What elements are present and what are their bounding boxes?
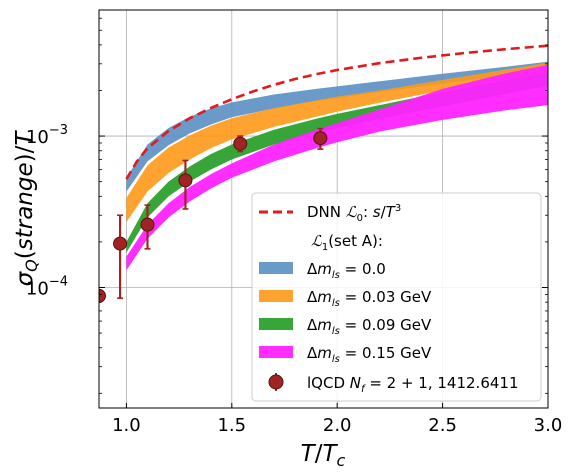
band-3: [126, 64, 548, 271]
lqcd-point-2: [140, 217, 155, 232]
legend-lqcd-label: lQCD Nf = 2 + 1, 1412.6411: [307, 374, 519, 395]
legend-band-1-swatch: [259, 290, 293, 302]
y-tick-label-1: 10−3: [26, 123, 68, 148]
x-tick-label-4: 3.0: [534, 415, 563, 436]
legend-band-0-label: Δmls = 0.0: [307, 260, 386, 281]
dnn-line-layer: [125, 44, 548, 180]
plot-frame: [98, 9, 549, 409]
lqcd-points-layer: [99, 127, 328, 303]
x-axis-label: T/Tc: [301, 441, 346, 470]
ticks-layer: 1.0 1.5 2.0 2.5 3.0 10−4 10−3: [26, 17, 563, 436]
lqcd-point-3: [178, 173, 193, 188]
x-tick-label-1: 1.5: [217, 415, 246, 436]
x-tick-label-3: 2.5: [428, 415, 457, 436]
legend-dnn-label: DNN ℒ0: s/T3: [307, 203, 401, 224]
legend-subtitle: ℒ1(set A):: [311, 232, 383, 253]
x-tick-label-0: 1.0: [112, 415, 141, 436]
y-axis-label: σQ(strange)/T: [12, 130, 41, 287]
legend-band-3-swatch: [259, 346, 293, 358]
legend: DNN ℒ0: s/T3 ℒ1(set A): Δmls = 0.0 Δmls …: [251, 192, 542, 402]
bands-layer: [126, 61, 548, 271]
lqcd-point-4: [233, 136, 248, 151]
legend-band-3-label: Δmls = 0.15 GeV: [307, 344, 432, 365]
legend-band-0-swatch: [259, 262, 293, 274]
legend-band-2-label: Δmls = 0.09 GeV: [307, 316, 432, 337]
x-tick-label-2: 2.0: [323, 415, 352, 436]
lqcd-point-1: [113, 236, 128, 251]
legend-band-1-label: Δmls = 0.03 GeV: [307, 288, 432, 309]
lqcd-point-0: [99, 288, 106, 303]
legend-frame: [251, 192, 542, 402]
legend-lqcd-marker: [268, 374, 284, 390]
legend-band-2-swatch: [259, 318, 293, 330]
lqcd-point-5: [313, 131, 328, 146]
y-tick-label-0: 10−4: [26, 274, 68, 299]
dnn-line: [125, 44, 548, 180]
